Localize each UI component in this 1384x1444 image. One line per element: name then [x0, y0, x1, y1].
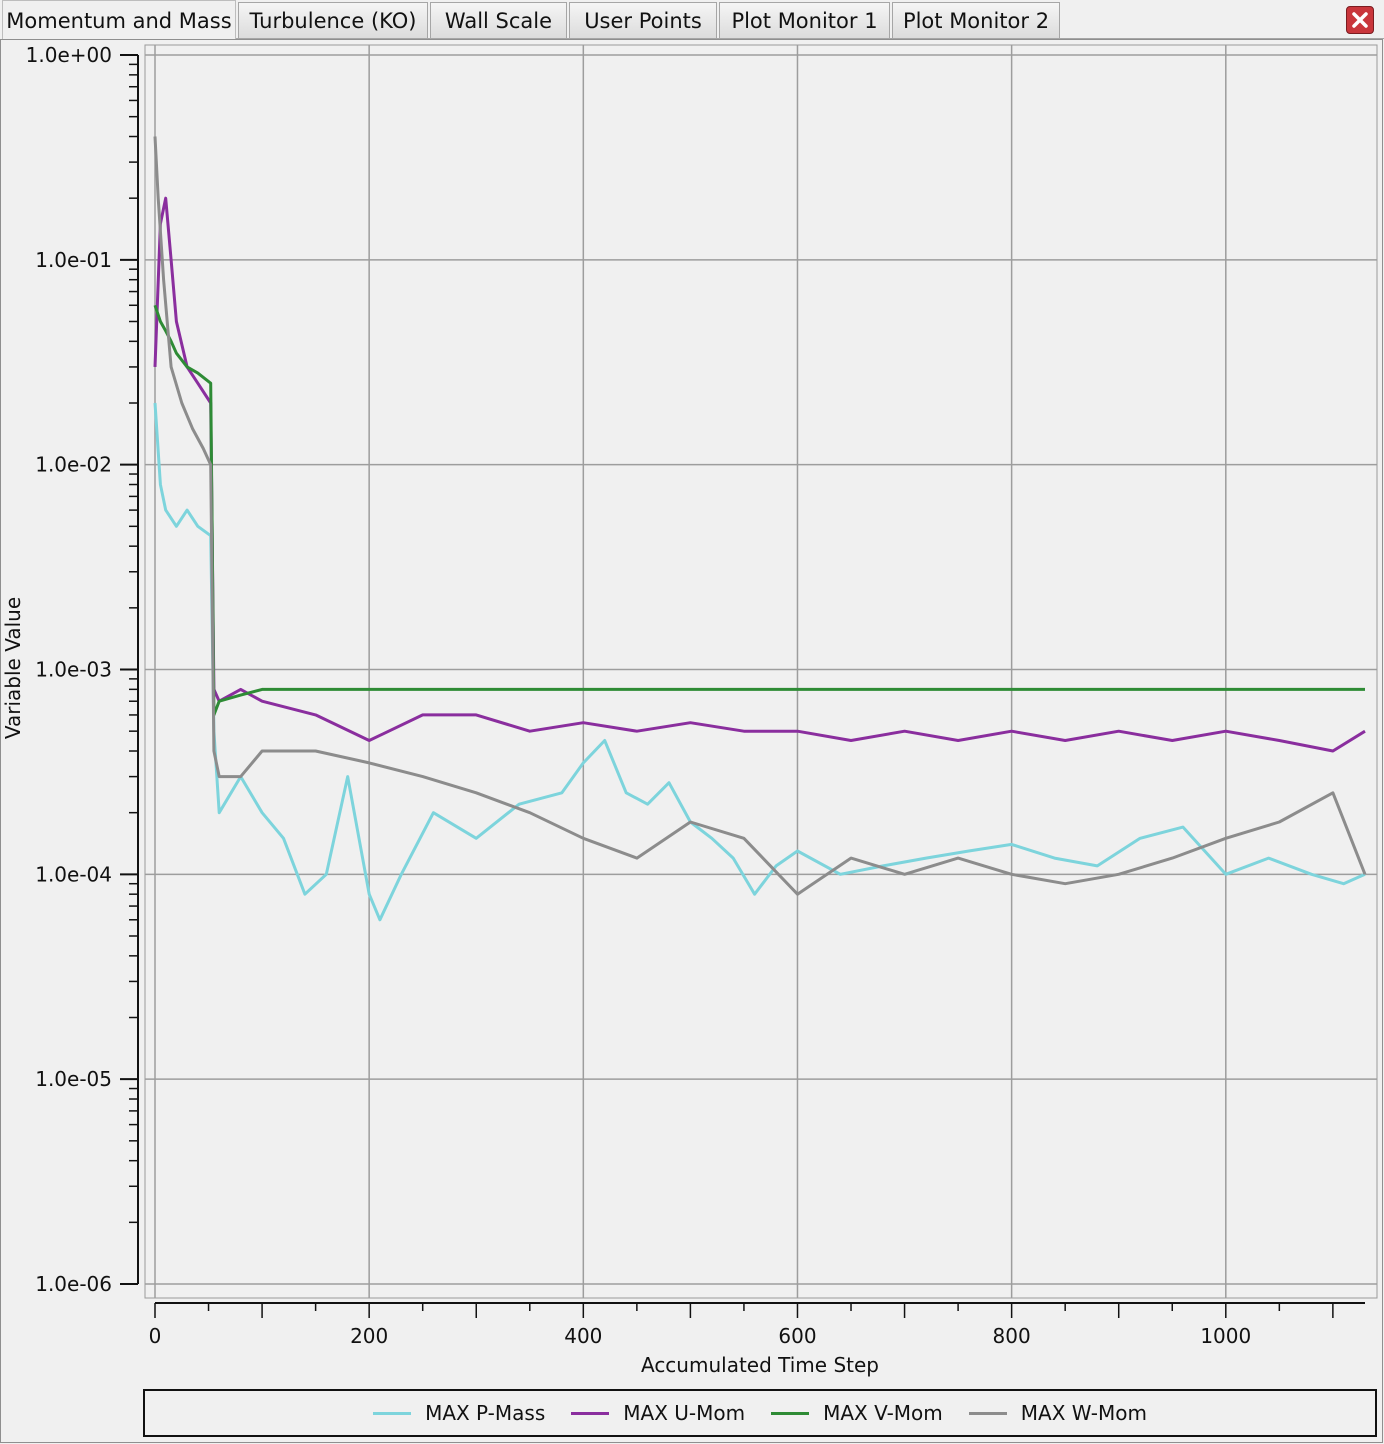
legend-label: MAX W-Mom [1020, 1401, 1147, 1425]
y-tick-label: 1.0e-02 [35, 453, 112, 477]
residual-chart: 1.0e+00 1.0e-01 1.0e-02 1.0e-03 1.0e-04 1.0e-… [1, 43, 1378, 1377]
close-icon [1352, 12, 1368, 28]
y-tick-label: 1.0e-06 [35, 1272, 112, 1296]
tab-wall-scale[interactable]: Wall Scale [430, 2, 567, 38]
legend-item: MAX P-Mass [373, 1401, 545, 1425]
series-line-max-w-mom [153, 136, 1367, 896]
tab-divider [236, 38, 1384, 39]
y-tick-label: 1.0e-03 [35, 658, 112, 682]
legend-label: MAX P-Mass [425, 1401, 546, 1425]
x-tick-label: 0 [149, 1324, 162, 1348]
legend-swatch [771, 1411, 810, 1415]
legend-swatch [571, 1411, 610, 1415]
tab-plot-monitor-2[interactable]: Plot Monitor 2 [892, 2, 1060, 38]
x-tick-label: 400 [564, 1324, 602, 1348]
x-tick-label: 1000 [1200, 1324, 1251, 1348]
y-tick-label: 1.0e-01 [35, 248, 112, 272]
y-tick-label: 1.0e-05 [35, 1067, 112, 1091]
legend-item: MAX V-Mom [771, 1401, 943, 1425]
tab-momentum-and-mass[interactable]: Momentum and Mass [2, 0, 236, 40]
y-tick-label: 1.0e-04 [35, 862, 112, 886]
legend-swatch [373, 1411, 412, 1415]
legend-item: MAX W-Mom [968, 1401, 1147, 1425]
legend-item: MAX U-Mom [571, 1401, 745, 1425]
tab-turbulence-ko[interactable]: Turbulence (KO) [238, 2, 428, 38]
x-tick-label: 800 [993, 1324, 1031, 1348]
legend-label: MAX U-Mom [623, 1401, 746, 1425]
tab-user-points[interactable]: User Points [569, 2, 717, 38]
tab-plot-monitor-1[interactable]: Plot Monitor 1 [719, 2, 890, 38]
series-line-max-u-mom [153, 196, 1366, 753]
x-tick-label: 200 [350, 1324, 388, 1348]
x-tick-label: 600 [778, 1324, 816, 1348]
close-button[interactable] [1346, 6, 1374, 34]
legend-label: MAX V-Mom [823, 1401, 943, 1425]
series-line-max-p-mass [153, 402, 1366, 922]
plot-area [144, 44, 1378, 1299]
legend: MAX P-Mass MAX U-Mom MAX V-Mom MAX W-Mom [143, 1389, 1377, 1437]
x-axis-label: Accumulated Time Step [641, 1353, 879, 1377]
legend-swatch [968, 1411, 1007, 1415]
tab-bar: Momentum and Mass Turbulence (KO) Wall S… [0, 0, 1384, 40]
y-tick-label: 1.0e+00 [26, 43, 112, 67]
y-axis-label: Variable Value [1, 597, 25, 739]
series-line-max-v-mom [153, 304, 1365, 717]
